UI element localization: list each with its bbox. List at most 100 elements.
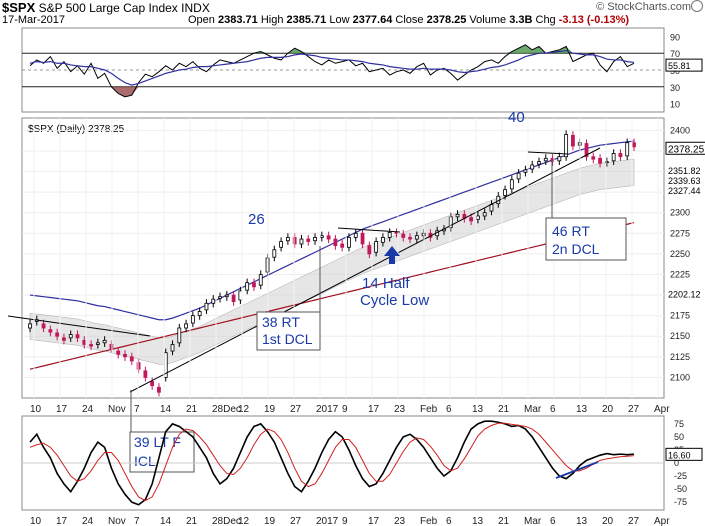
candle-body [537,161,541,165]
price-tick-label: 2400 [670,125,690,135]
volume-label: Volume [469,14,507,26]
candle-body [68,334,73,339]
candle-body [319,235,324,238]
osc-x-tick-label: 12 [238,516,250,526]
price-label-box [666,164,705,177]
price-x-tick-label: 7 [134,404,140,415]
price-label-box [665,141,705,155]
price-tick-label: 2175 [670,311,690,321]
candle-body [455,213,460,218]
candle-body [75,334,80,339]
candle-body [123,353,127,358]
candle-body [625,142,630,157]
price-tick-label: 2225 [670,269,690,279]
ma50-line [29,140,635,321]
price-x-tick-label: 21 [498,404,510,415]
osc-x-tick-label: Mar [524,516,542,526]
osc-x-tick-label: 21 [186,516,198,526]
candle-body [143,370,148,378]
price-x-tick-label: 17 [368,404,380,415]
rsi-last-value-box [665,58,703,72]
annotation-38-line2: 1st DCL [262,331,313,347]
settings-icon[interactable] [691,0,703,12]
candle-body [489,204,494,212]
price-x-tick-label: 24 [82,404,94,415]
osc-x-tick-label: 23 [394,516,406,526]
candle-body [211,298,216,304]
candle-body [482,212,487,217]
low-value: 2377.64 [352,14,393,26]
close-label: Close [395,14,424,26]
annotation-46-line1: 46 RT [552,223,590,239]
candle-body [353,232,358,238]
uptrend-line [129,147,601,393]
candle-body [245,282,250,291]
price-x-tick-label: 27 [290,404,302,415]
rsi-line [29,44,635,98]
annotation-39-line2: ICL [134,453,156,469]
half-cycle-arrow-icon [384,246,400,264]
candle-body [509,179,514,190]
osc-last-value: 16.60 [668,450,691,460]
candle-body [204,302,209,311]
candle-body [299,238,304,245]
osc-x-tick-label: 20 [602,516,614,526]
candle-body [82,339,87,345]
candle-body [584,143,589,158]
osc-x-tick-label: 2017 [316,516,339,526]
candle-body [285,237,290,242]
osc-x-tick-label: 13 [576,516,588,526]
price-x-tick-label: Mar [524,404,542,415]
rsi-tick-label: 30 [670,83,680,93]
candle-body [313,237,317,242]
price-x-tick-label: 13 [576,404,588,415]
candle-body [109,344,114,349]
price-label-box [666,287,705,300]
price-x-tick-label: 10 [30,404,42,415]
candle-body [523,169,528,173]
annotation-39-line1: 39 LT F [134,434,181,450]
quote-line: Open 2383.71 High 2385.71 Low 2377.64 Cl… [188,14,629,26]
price-x-tick-label: 17 [56,404,68,415]
candle-body [157,386,161,393]
osc-x-tick-label: 27 [290,516,302,526]
price-last-label: 2202.12 [668,289,701,299]
osc-divergence-line [555,461,599,479]
candle-body [279,241,284,248]
osc-signal-line [29,422,635,502]
cycle-band [29,158,635,365]
candle-body [543,157,548,162]
price-x-tick-label: 23 [394,404,406,415]
downtrend-line [7,315,151,337]
candle-body [367,245,372,255]
candle-body [611,153,616,162]
candle-body [530,164,535,170]
annotation-40: 40 [508,109,525,126]
price-x-tick-label: 27 [628,404,640,415]
candle-body [292,237,297,245]
candle-body [571,134,575,147]
index-name: S&P 500 Large Cap Index [38,1,178,15]
candle-body [129,356,134,362]
osc-tick-label: -25 [674,471,687,481]
candle-body [150,381,155,387]
osc-x-tick-label: 7 [134,516,140,526]
rsi-tick-label: 90 [670,32,680,42]
candle-body [476,215,480,220]
osc-x-tick-label: 21 [498,516,510,526]
open-label: Open [188,14,215,26]
candle-body [238,290,243,301]
price-label-box [666,174,705,187]
price-x-tick-label: 14 [160,404,172,415]
price-panel-label: $SPX (Daily) 2378.25 [28,124,125,135]
rsi-oversold-fill [111,86,139,97]
osc-tick-label: -50 [674,484,687,494]
price-x-tick-label: Apr [654,404,670,415]
open-value: 2383.71 [217,14,258,26]
candle-body [448,216,453,228]
osc-x-tick-label: Feb [420,516,438,526]
annotation-26: 26 [248,211,265,228]
candle-body [632,142,636,148]
candle-body [618,153,623,158]
candle-body [48,329,53,333]
